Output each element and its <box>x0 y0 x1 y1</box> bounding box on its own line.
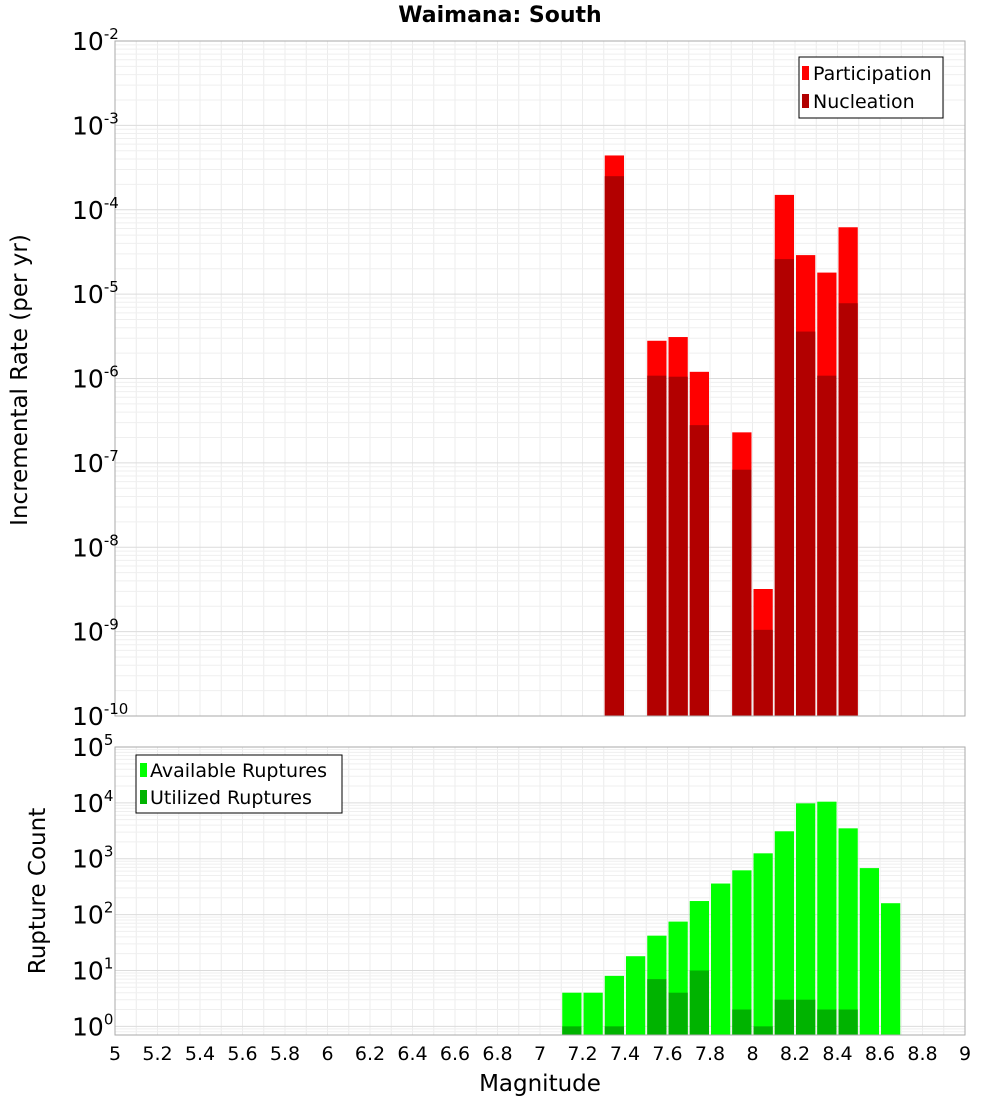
bottom-y-tick: 104 <box>72 787 113 818</box>
top-bar-s1 <box>753 629 773 716</box>
chart-title: Waimana: South <box>398 3 601 28</box>
top-bars <box>604 155 858 716</box>
bottom-bar-s1 <box>604 1026 624 1035</box>
bottom-y-tick: 100 <box>72 1010 113 1041</box>
bottom-bar-s1 <box>817 1009 837 1035</box>
bottom-bar-s0 <box>604 975 624 1035</box>
legend-swatch-available <box>140 763 147 777</box>
top-bar-s1 <box>817 375 837 716</box>
top-y-tick: 10-9 <box>72 616 119 647</box>
top-legend-box <box>798 56 944 119</box>
x-axis-label: Magnitude <box>479 1071 601 1097</box>
bottom-bar-s1 <box>668 992 688 1035</box>
top-bar-s1 <box>647 375 667 716</box>
top-y-tick: 10-8 <box>72 531 119 562</box>
top-y-tick: 10-2 <box>72 25 119 56</box>
top-y-tick: 10-3 <box>72 109 119 140</box>
top-y-tick: 10-10 <box>72 700 128 731</box>
bottom-bar-s0 <box>796 803 816 1035</box>
x-tick: 5.2 <box>142 1043 172 1065</box>
bottom-y-axis-label: Rupture Count <box>25 808 51 974</box>
bottom-bar-s0 <box>881 903 901 1035</box>
bottom-bars <box>562 801 901 1035</box>
bottom-bar-s0 <box>711 883 731 1035</box>
x-tick: 5.4 <box>185 1043 215 1065</box>
bottom-bar-s1 <box>838 1009 858 1035</box>
bottom-legend: Available Ruptures Utilized Ruptures <box>135 754 343 814</box>
x-tick: 7.6 <box>652 1043 682 1065</box>
x-tick: 5 <box>109 1043 121 1065</box>
bottom-bar-s0 <box>817 801 837 1035</box>
bottom-bar-s1 <box>774 999 794 1035</box>
bottom-y-tick: 101 <box>72 954 113 985</box>
x-tick: 7.2 <box>567 1043 597 1065</box>
x-tick-labels: 5 5.2 5.4 5.6 5.8 6 6.2 6.4 6.6 6.8 7 7.2 7.4 7.6 7.8 8… <box>109 1043 971 1065</box>
x-tick: 9 <box>959 1043 971 1065</box>
top-bar-s1 <box>689 425 709 716</box>
top-bar-s1 <box>668 376 688 716</box>
bottom-bar-s0 <box>562 992 582 1035</box>
bottom-bar-s1 <box>647 979 667 1035</box>
bottom-bar-s1 <box>562 1026 582 1035</box>
x-tick: 7 <box>534 1043 546 1065</box>
x-tick: 8.4 <box>822 1043 852 1065</box>
x-tick: 6.2 <box>355 1043 385 1065</box>
x-tick: 8.2 <box>780 1043 810 1065</box>
x-tick: 7.8 <box>695 1043 725 1065</box>
x-tick: 8 <box>746 1043 758 1065</box>
bottom-y-tick: 102 <box>72 899 113 930</box>
legend-label-participation: Participation <box>813 63 932 85</box>
bottom-plot-frame <box>114 746 966 1036</box>
bottom-y-tick: 105 <box>72 731 113 762</box>
bottom-legend-box <box>135 754 343 814</box>
bottom-bar-s1 <box>753 1026 773 1035</box>
top-y-tick-labels: 10-10 10-9 10-8 10-7 10-6 10-5 10-4 10-3 10-2 <box>72 25 128 731</box>
top-y-axis-label: Incremental Rate (per yr) <box>7 234 33 526</box>
legend-swatch-nucleation <box>802 94 809 108</box>
legend-label-available: Available Ruptures <box>150 760 327 782</box>
top-grid <box>115 41 965 716</box>
x-tick: 6.8 <box>482 1043 512 1065</box>
x-tick: 6 <box>321 1043 333 1065</box>
top-bar-s1 <box>732 469 752 716</box>
top-y-tick: 10-6 <box>72 363 119 394</box>
x-tick: 6.4 <box>397 1043 427 1065</box>
top-bar-s1 <box>774 259 794 716</box>
legend-swatch-utilized <box>140 790 147 804</box>
bottom-bar-s1 <box>732 1009 752 1035</box>
bottom-bar-s0 <box>583 992 603 1035</box>
bottom-bar-s0 <box>859 868 879 1035</box>
x-tick: 8.6 <box>865 1043 895 1065</box>
bottom-bar-s0 <box>774 831 794 1035</box>
x-tick: 7.4 <box>610 1043 640 1065</box>
top-bar-s1 <box>838 303 858 716</box>
x-tick: 5.6 <box>227 1043 257 1065</box>
top-y-tick: 10-5 <box>72 278 119 309</box>
bottom-bar-s0 <box>753 853 773 1035</box>
top-legend: Participation Nucleation <box>798 56 944 119</box>
bottom-bar-s0 <box>838 828 858 1035</box>
bottom-bar-s0 <box>626 956 646 1035</box>
top-y-tick: 10-4 <box>72 194 119 225</box>
legend-swatch-participation <box>802 66 809 80</box>
x-tick: 5.8 <box>270 1043 300 1065</box>
legend-label-utilized: Utilized Ruptures <box>150 787 312 809</box>
bottom-bar-s1 <box>796 999 816 1035</box>
x-tick: 6.6 <box>440 1043 470 1065</box>
top-y-tick: 10-7 <box>72 447 119 478</box>
legend-label-nucleation: Nucleation <box>813 91 915 113</box>
top-bar-s1 <box>604 176 624 716</box>
bottom-bar-s1 <box>689 970 709 1035</box>
top-bar-s1 <box>796 331 816 716</box>
bottom-y-tick-labels: 100 101 102 103 104 105 <box>72 731 113 1041</box>
bottom-bar-s0 <box>732 870 752 1035</box>
top-plot-frame <box>114 40 966 717</box>
x-tick: 8.8 <box>907 1043 937 1065</box>
bottom-y-tick: 103 <box>72 843 113 874</box>
